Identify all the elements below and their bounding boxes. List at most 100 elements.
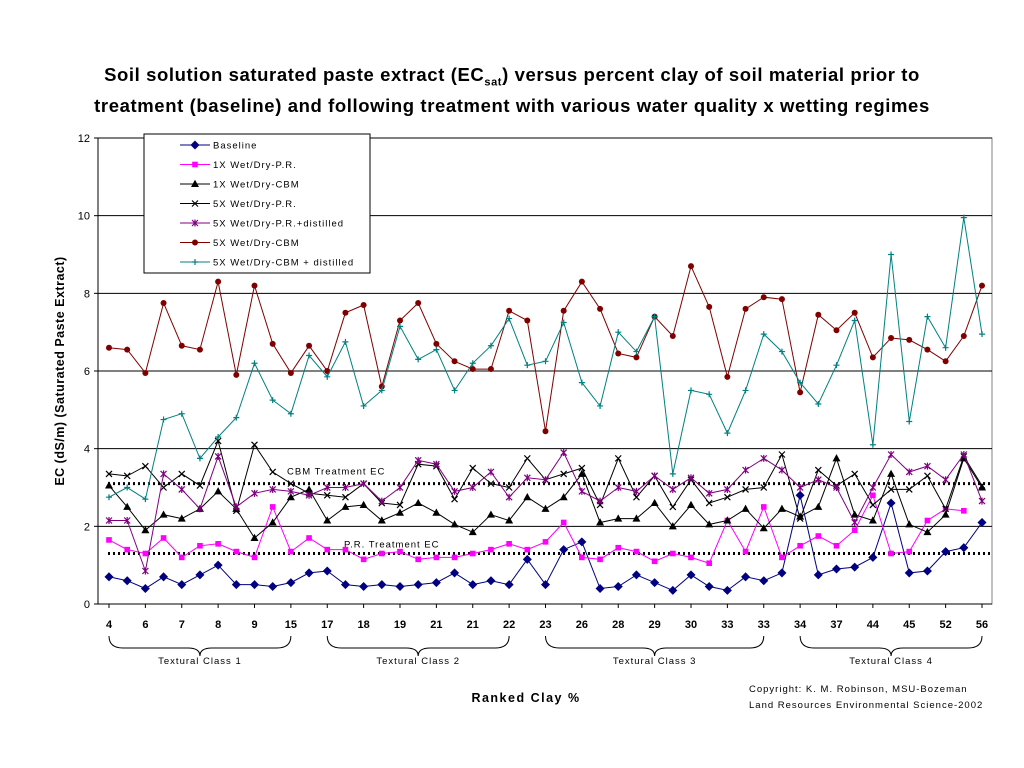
marker-triangle bbox=[668, 522, 677, 530]
marker-x bbox=[669, 503, 677, 511]
marker-diamond bbox=[340, 580, 350, 590]
marker-plus bbox=[287, 410, 294, 417]
marker-square bbox=[870, 492, 876, 499]
marker-diamond bbox=[304, 568, 314, 578]
marker-plus bbox=[469, 360, 476, 367]
series-line bbox=[108, 493, 964, 564]
marker-diamond bbox=[140, 583, 150, 593]
marker-triangle bbox=[850, 510, 859, 518]
marker-x bbox=[396, 501, 404, 509]
marker-square bbox=[360, 556, 367, 563]
marker-plus bbox=[688, 387, 694, 394]
marker-triangle bbox=[814, 502, 823, 510]
legend: Baseline 1X Wet/Dry-P.R. 1X Wet/Dry-CBM 5X … bbox=[143, 133, 371, 274]
marker-triangle bbox=[777, 504, 786, 512]
marker-square bbox=[542, 539, 549, 545]
marker-plus bbox=[415, 356, 422, 363]
x-tick-label: 45 bbox=[903, 619, 915, 631]
marker-diamond bbox=[595, 583, 605, 593]
marker-circle bbox=[342, 309, 349, 316]
marker-diamond bbox=[577, 537, 587, 547]
marker-star bbox=[323, 484, 331, 491]
marker-diamond bbox=[431, 578, 441, 588]
marker-circle bbox=[615, 350, 622, 357]
marker-star bbox=[723, 485, 731, 493]
marker-square bbox=[524, 546, 531, 553]
marker-circle bbox=[487, 366, 494, 373]
marker-x bbox=[942, 505, 950, 513]
marker-circle bbox=[633, 354, 640, 361]
axis-layer: 0 2 4 6 8 10 12 4 6 7 8 9 15 17 18 19 21 21 22 23 26 28 29 30 33… bbox=[53, 133, 992, 705]
marker-triangle bbox=[123, 502, 132, 510]
marker-x bbox=[633, 493, 640, 501]
legend-label: 1X Wet/Dry-P.R. bbox=[213, 160, 297, 171]
marker-triangle bbox=[723, 516, 732, 524]
marker-plus bbox=[192, 259, 198, 265]
marker-star bbox=[232, 503, 240, 511]
marker-square bbox=[651, 558, 658, 565]
marker-star bbox=[833, 484, 840, 491]
marker-x bbox=[887, 486, 895, 493]
y-tick-label: 12 bbox=[78, 133, 90, 145]
marker-star bbox=[596, 497, 604, 505]
marker-square bbox=[324, 546, 331, 553]
marker-star bbox=[614, 484, 622, 491]
marker-circle bbox=[506, 307, 513, 314]
marker-triangle bbox=[177, 514, 186, 522]
marker-diamond bbox=[177, 580, 187, 590]
marker-circle bbox=[251, 282, 258, 289]
x-tick-label: 52 bbox=[940, 619, 952, 631]
marker-circle bbox=[397, 317, 403, 324]
marker-star bbox=[560, 449, 568, 457]
legend-label: Baseline bbox=[213, 141, 257, 152]
marker-plus bbox=[397, 323, 403, 330]
x-tick-label: 6 bbox=[142, 619, 148, 631]
marker-plus bbox=[360, 402, 367, 409]
marker-circle bbox=[815, 311, 822, 318]
marker-star bbox=[760, 454, 768, 462]
marker-triangle bbox=[705, 520, 714, 528]
marker-diamond bbox=[613, 582, 623, 592]
marker-plus bbox=[269, 397, 276, 404]
marker-circle bbox=[124, 346, 131, 353]
marker-circle bbox=[724, 373, 731, 380]
marker-plus bbox=[106, 494, 112, 501]
marker-circle bbox=[196, 346, 203, 353]
marker-square bbox=[397, 548, 403, 555]
marker-star bbox=[742, 466, 749, 474]
marker-circle bbox=[979, 282, 985, 289]
marker-square bbox=[579, 554, 585, 561]
textural-class-label: Textural Class 2 bbox=[376, 656, 460, 667]
marker-diamond bbox=[686, 570, 696, 580]
marker-star bbox=[869, 484, 877, 491]
marker-plus bbox=[979, 331, 985, 338]
marker-square bbox=[251, 554, 258, 561]
y-tick-label: 6 bbox=[84, 366, 90, 378]
marker-diamond bbox=[359, 582, 369, 592]
x-tick-label: 34 bbox=[794, 619, 807, 631]
marker-plus bbox=[906, 418, 913, 425]
marker-diamond bbox=[631, 570, 641, 580]
marker-x bbox=[287, 480, 295, 488]
reference-lines: CBM Treatment EC P.R. Treatment EC bbox=[108, 467, 990, 556]
marker-triangle bbox=[541, 504, 550, 512]
marker-plus bbox=[760, 331, 767, 338]
marker-triangle bbox=[505, 516, 514, 524]
marker-square bbox=[433, 554, 440, 561]
marker-triangle bbox=[250, 533, 259, 541]
marker-square bbox=[233, 548, 240, 555]
x-axis-label: Ranked Clay % bbox=[471, 691, 580, 705]
series-4 bbox=[105, 449, 986, 575]
x-tick-label: 21 bbox=[467, 619, 479, 631]
marker-diamond bbox=[850, 562, 860, 572]
marker-x bbox=[191, 200, 199, 207]
marker-square bbox=[124, 546, 130, 553]
marker-x bbox=[978, 482, 986, 489]
y-tick-label: 10 bbox=[78, 211, 90, 223]
marker-x bbox=[196, 482, 204, 489]
marker-circle bbox=[324, 368, 331, 374]
chart-title-line-2: treatment (baseline) and following treat… bbox=[94, 95, 930, 116]
marker-circle bbox=[888, 334, 895, 341]
marker-x bbox=[105, 470, 113, 478]
